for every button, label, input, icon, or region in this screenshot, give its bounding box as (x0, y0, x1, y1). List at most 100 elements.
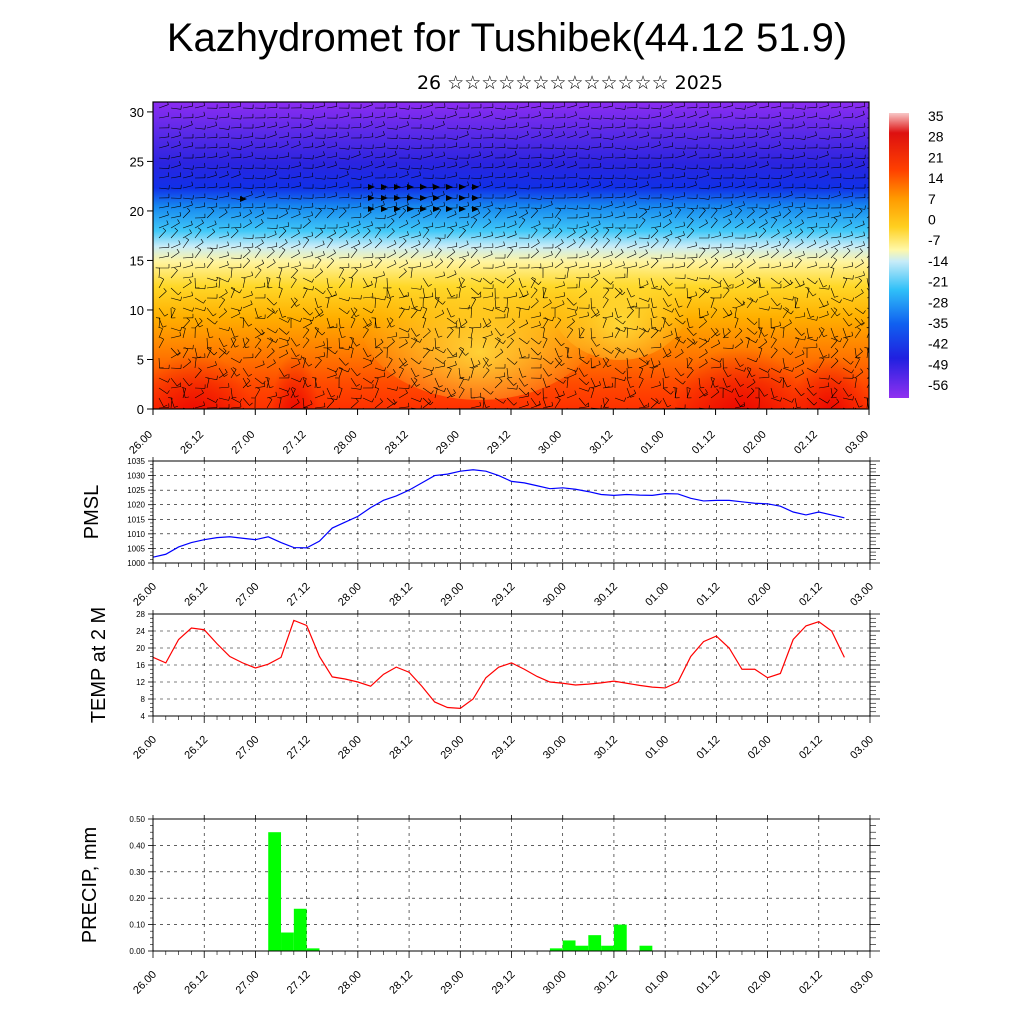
wind-barb (530, 134, 541, 139)
wind-barb (206, 286, 217, 289)
wind-barb (782, 367, 793, 372)
wind-barb (506, 297, 508, 309)
wind-pennant (446, 184, 453, 190)
wind-barb (470, 405, 481, 409)
wind-barb (554, 360, 563, 369)
warm-patch (270, 310, 320, 409)
wind-barb-feather (605, 227, 610, 231)
wind-barb-feather (616, 327, 620, 330)
wind-pennant (446, 195, 453, 201)
wind-barb-feather (180, 327, 183, 332)
wind-barb (662, 213, 673, 219)
wind-barb (842, 317, 850, 327)
wind-barb-feather (235, 227, 239, 232)
x-tick-label: 02.12 (797, 969, 825, 997)
wind-barb (242, 222, 252, 229)
wind-barb (302, 235, 313, 239)
wind-barb (422, 296, 433, 299)
wind-barb-feather (696, 135, 698, 140)
wind-barb-feather (395, 161, 398, 166)
wind-barb-feather (695, 111, 697, 116)
wind-barb-feather (862, 220, 865, 225)
wind-barb (470, 262, 480, 269)
x-tick-label: 01.00 (643, 969, 671, 997)
wind-barb (626, 306, 637, 309)
wind-barb (386, 335, 397, 339)
wind-barb (506, 397, 515, 406)
wind-barb (662, 205, 673, 209)
wind-barb-feather (263, 191, 265, 196)
wind-barb (410, 157, 421, 160)
wind-barb-feather (689, 417, 693, 418)
wind-barb-feather (590, 386, 595, 389)
wind-barb (830, 360, 839, 369)
wind-barb (626, 367, 628, 378)
wind-barb (254, 206, 265, 209)
wind-barb (362, 307, 372, 314)
wind-barb (326, 260, 335, 269)
wind-barb-feather (177, 219, 180, 224)
wind-barb-feather (587, 211, 590, 217)
wind-barb-feather (653, 366, 658, 368)
wind-barb (662, 104, 673, 109)
wind-barb-feather (390, 295, 395, 298)
wind-barb-feather (383, 271, 385, 276)
wind-barb-feather (646, 280, 649, 285)
wind-barb-feather (610, 281, 614, 285)
wind-barb-feather (789, 319, 792, 323)
wind-barb (434, 298, 440, 309)
wind-barb-feather (523, 294, 528, 298)
wind-barb (734, 107, 745, 110)
wind-barb (278, 116, 289, 119)
wind-barb (230, 187, 241, 189)
wind-barb (542, 357, 552, 365)
wind-barb (542, 186, 553, 189)
wind-barb (290, 270, 298, 279)
wind-barb-feather (584, 288, 588, 292)
wind-barb (578, 225, 589, 229)
wind-barb-feather (631, 295, 635, 298)
wind-barb (662, 146, 673, 149)
wind-barb (494, 337, 504, 344)
wind-barb (770, 265, 781, 269)
wind-barb-feather (634, 240, 637, 245)
wind-barb (734, 357, 741, 367)
wind-barb-feather (346, 412, 349, 415)
warm-patch (790, 320, 869, 409)
wind-barb-feather (538, 340, 542, 345)
wind-barb-feather (311, 131, 313, 136)
wind-barb-feather (575, 152, 578, 157)
wind-barb-feather (344, 228, 348, 233)
wind-barb-feather (428, 284, 432, 287)
wind-barb (722, 213, 733, 219)
wind-barb (566, 394, 577, 399)
wind-barb-feather (562, 300, 565, 305)
wind-barb (746, 221, 756, 229)
wind-barb-feather (203, 202, 206, 207)
wind-barb (242, 278, 246, 289)
wind-barb (410, 379, 418, 389)
wind-barb-feather (635, 348, 639, 353)
wind-barb (422, 287, 426, 298)
wind-barb-feather (351, 316, 356, 320)
wind-barb-feather (199, 325, 204, 328)
wind-barb-feather (827, 212, 830, 217)
wind-barb (218, 386, 229, 389)
wind-barb (578, 147, 589, 150)
wind-barb (290, 377, 301, 383)
wind-barb (854, 224, 865, 229)
wind-barb (314, 297, 319, 308)
wind-barb-feather (251, 132, 254, 137)
wind-barb (518, 367, 523, 378)
wind-barb (446, 213, 457, 219)
wind-barb-feather (551, 262, 554, 267)
wind-barb-feather (179, 131, 181, 136)
wind-barb-feather (179, 262, 182, 267)
wind-barb-feather (834, 347, 839, 352)
wind-barb-feather (167, 211, 169, 216)
wind-barb-feather (789, 249, 792, 253)
wind-barb-feather (335, 368, 339, 373)
wind-barb (422, 167, 433, 170)
wind-barb-feather (720, 282, 722, 287)
wind-barb (566, 155, 577, 159)
